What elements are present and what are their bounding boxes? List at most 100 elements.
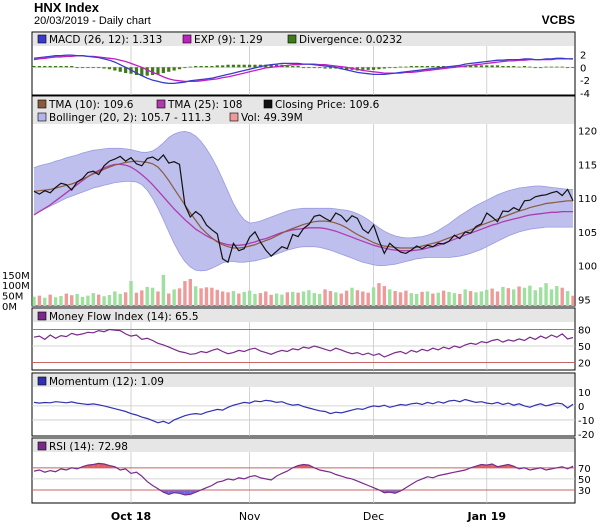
volume-bar bbox=[86, 295, 90, 306]
brand-label: VCBS bbox=[541, 13, 575, 27]
divergence-bar bbox=[361, 67, 365, 70]
divergence-bar bbox=[549, 66, 554, 68]
volume-bar bbox=[350, 287, 354, 306]
momentum-panel-ytick-2: -10 bbox=[578, 416, 594, 427]
divergence-bar bbox=[506, 66, 510, 68]
rsi-panel-ytick-0: 70 bbox=[578, 464, 591, 475]
volume-bar bbox=[183, 281, 187, 306]
x-axis-label-1: Nov bbox=[239, 510, 261, 523]
x-axis-label-3: Jan 19 bbox=[467, 510, 506, 523]
price-panel-legend-label-1: TMA (25): 108 bbox=[167, 99, 242, 111]
volume-bar bbox=[431, 293, 435, 306]
volume-bar bbox=[167, 293, 171, 306]
volume-bar bbox=[210, 287, 214, 306]
divergence-bar bbox=[215, 65, 219, 68]
volume-bar bbox=[377, 283, 381, 306]
divergence-bar bbox=[345, 67, 349, 70]
divergence-bar bbox=[571, 67, 575, 68]
volume-bar bbox=[274, 293, 279, 306]
volume-bar bbox=[522, 287, 527, 306]
divergence-bar bbox=[194, 66, 198, 68]
volume-bar bbox=[328, 291, 333, 306]
divergence-bar bbox=[398, 66, 403, 68]
volume-bar bbox=[258, 293, 263, 306]
divergence-bar bbox=[323, 67, 327, 69]
macd-panel-legend-swatch-0 bbox=[37, 34, 47, 44]
divergence-bar bbox=[107, 67, 112, 70]
rsi-panel-line bbox=[33, 462, 574, 496]
divergence-bar bbox=[560, 66, 564, 68]
divergence-bar bbox=[431, 66, 435, 68]
price-panel-legend-swatch-0 bbox=[37, 99, 47, 109]
price-panel-legend-swatch-4 bbox=[229, 112, 239, 122]
volume-bar bbox=[296, 292, 300, 306]
price-panel-ytick-1: 115 bbox=[578, 160, 597, 171]
volume-bar bbox=[533, 290, 537, 306]
momentum-panel-ytick-0: 10 bbox=[578, 388, 591, 399]
price-panel-legend-bg bbox=[33, 97, 574, 124]
volume-bar bbox=[237, 293, 241, 306]
macd-panel-legend-swatch-2 bbox=[287, 34, 297, 44]
volume-bar bbox=[452, 293, 457, 306]
divergence-bar bbox=[501, 66, 505, 68]
divergence-bar bbox=[161, 67, 165, 74]
mfi-panel-ytick-1: 50 bbox=[578, 342, 591, 353]
volume-bar bbox=[220, 291, 225, 306]
divergence-bar bbox=[566, 67, 570, 69]
divergence-bar bbox=[210, 66, 214, 68]
volume-bar bbox=[441, 290, 446, 306]
divergence-bar bbox=[544, 66, 548, 68]
volume-bar bbox=[118, 293, 122, 306]
volume-bar bbox=[312, 293, 316, 306]
rsi-panel-legend-bg bbox=[33, 439, 574, 452]
volume-bar bbox=[194, 286, 198, 306]
volume-bar bbox=[323, 289, 327, 306]
divergence-bar bbox=[64, 66, 68, 68]
divergence-bar bbox=[490, 65, 494, 68]
volume-bar bbox=[140, 290, 144, 306]
volume-bar bbox=[339, 293, 343, 306]
volume-bar bbox=[269, 294, 273, 306]
divergence-bar bbox=[97, 67, 101, 69]
volume-bar bbox=[129, 281, 133, 306]
volume-bar bbox=[134, 292, 139, 306]
divergence-bar bbox=[436, 66, 440, 68]
divergence-bar bbox=[366, 67, 370, 70]
volume-bar bbox=[70, 295, 74, 306]
divergence-bar bbox=[75, 67, 79, 69]
volume-bar bbox=[549, 289, 554, 306]
bollinger-lower-line bbox=[33, 180, 573, 272]
divergence-bar bbox=[48, 66, 52, 68]
x-axis-label-2: Dec bbox=[363, 510, 384, 523]
price-panel-legend-label-0: TMA (10): 109.6 bbox=[48, 99, 134, 111]
divergence-bar bbox=[167, 67, 171, 72]
volume-tick-2: 50M bbox=[2, 292, 23, 303]
volume-bar bbox=[361, 291, 365, 306]
volume-bar bbox=[512, 289, 516, 306]
volume-bar bbox=[458, 293, 462, 306]
divergence-bar bbox=[253, 64, 257, 68]
divergence-bar bbox=[242, 64, 246, 68]
divergence-bar bbox=[59, 66, 63, 68]
volume-bar bbox=[204, 287, 209, 306]
volume-bar bbox=[501, 286, 505, 306]
volume-bar bbox=[317, 293, 322, 306]
volume-bar bbox=[53, 297, 58, 306]
volume-bar bbox=[366, 292, 370, 306]
volume-bar bbox=[506, 288, 511, 306]
rsi-panel-ytick-1: 50 bbox=[578, 475, 591, 486]
volume-bar bbox=[555, 286, 559, 306]
volume-bar bbox=[544, 283, 548, 306]
volume-bar bbox=[371, 287, 376, 306]
tma10-line bbox=[33, 160, 573, 249]
volume-bar bbox=[344, 290, 349, 306]
mfi-panel-ytick-2: 20 bbox=[578, 359, 591, 370]
divergence-bar bbox=[307, 67, 311, 69]
divergence-bar bbox=[318, 67, 322, 69]
momentum-panel-legend-swatch-0 bbox=[37, 376, 47, 386]
price-panel-legend-swatch-3 bbox=[37, 112, 47, 122]
volume-bar bbox=[156, 291, 160, 306]
volume-bar bbox=[59, 296, 63, 306]
divergence-bar bbox=[533, 67, 537, 69]
divergence-bar bbox=[512, 66, 516, 68]
